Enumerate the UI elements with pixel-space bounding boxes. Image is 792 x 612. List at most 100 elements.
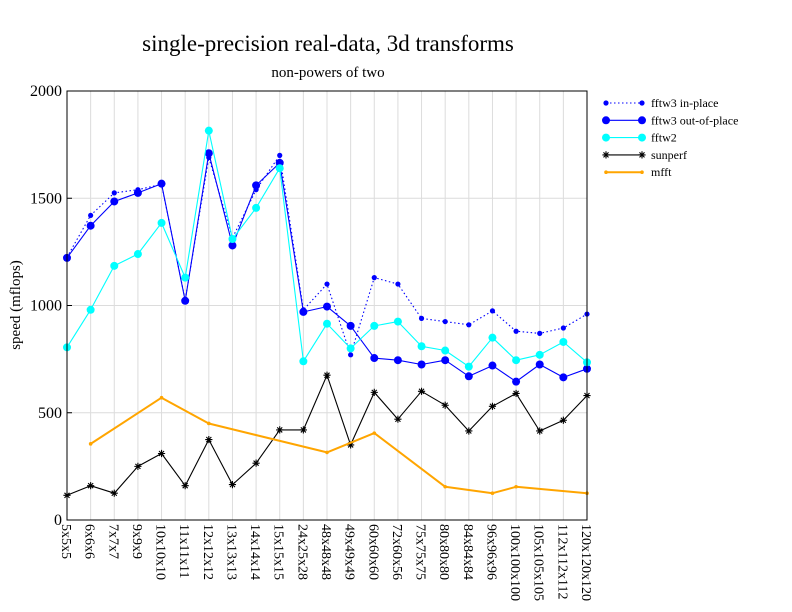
- data-point: [372, 431, 377, 435]
- data-point: [299, 426, 307, 434]
- data-point: [228, 481, 237, 489]
- x-tick-label: 11x11x11: [176, 524, 191, 578]
- data-point: [323, 319, 331, 328]
- data-point: [536, 427, 544, 435]
- legend-marker: [638, 133, 646, 142]
- legend: fftw3 in-place fftw3 out-of-place fftw2 sun…: [602, 96, 738, 179]
- legend-marker: [602, 151, 610, 159]
- data-point: [86, 305, 95, 314]
- legend-item: sunperf: [602, 148, 687, 162]
- data-point: [559, 373, 568, 382]
- data-point: [513, 328, 519, 334]
- x-tick-label: 112x112x112: [554, 524, 569, 599]
- legend-item: fftw3 out-of-place: [602, 113, 738, 127]
- data-point: [159, 395, 164, 400]
- data-point: [370, 388, 378, 396]
- y-tick-label: 1000: [30, 298, 62, 315]
- x-tick-label: 12x12x12: [200, 524, 215, 580]
- data-point: [323, 371, 331, 379]
- data-point: [157, 179, 166, 188]
- x-tick-label: 7x7x7: [105, 524, 120, 559]
- legend-label: fftw3 in-place: [651, 96, 718, 110]
- data-point: [465, 427, 473, 435]
- data-point: [87, 482, 95, 490]
- data-point: [490, 491, 495, 495]
- data-point: [157, 449, 166, 458]
- data-point: [464, 372, 473, 381]
- legend-marker: [640, 170, 644, 174]
- data-point: [133, 250, 142, 259]
- data-point: [393, 317, 402, 326]
- data-point: [488, 402, 497, 410]
- data-point: [181, 273, 190, 282]
- x-tick-label: 120x120x120: [578, 524, 593, 601]
- data-point: [464, 362, 473, 371]
- legend-label: fftw2: [651, 131, 677, 145]
- data-point: [418, 315, 425, 321]
- y-axis-label: speed (mflops): [8, 260, 24, 350]
- x-tick-label: 6x6x6: [82, 524, 97, 559]
- data-point: [324, 281, 330, 287]
- data-point: [204, 149, 213, 158]
- data-point: [443, 484, 447, 489]
- data-point: [512, 356, 521, 365]
- y-ticks: 0 500 1000 1500 2000: [30, 83, 72, 529]
- data-point: [88, 212, 94, 219]
- data-point: [323, 302, 331, 311]
- x-tick-label: 24x25x28: [294, 524, 309, 580]
- legend-item: mfft: [604, 165, 672, 179]
- data-point: [560, 325, 566, 331]
- legend-label: fftw3 out-of-place: [651, 113, 738, 127]
- y-tick-label: 0: [54, 512, 62, 529]
- legend-marker: [639, 100, 645, 106]
- x-tick-label: 105x105x105: [531, 524, 546, 601]
- data-point: [441, 346, 450, 355]
- data-point: [277, 152, 283, 158]
- data-point: [395, 281, 401, 287]
- data-point: [347, 441, 355, 449]
- data-point: [346, 321, 355, 330]
- series-mfft: [88, 395, 589, 495]
- series-fftw2: [63, 126, 591, 371]
- data-point: [346, 344, 355, 353]
- data-point: [228, 235, 237, 244]
- data-point: [252, 459, 260, 467]
- x-tick-label: 9x9x9: [129, 524, 144, 559]
- data-point: [466, 322, 472, 328]
- series-line: [90, 396, 588, 495]
- data-point: [133, 188, 142, 197]
- data-point: [394, 415, 402, 423]
- data-point: [228, 241, 237, 250]
- data-point: [252, 181, 261, 190]
- x-tick-label: 75x75x75: [413, 524, 428, 580]
- data-point: [393, 356, 402, 365]
- data-point: [88, 442, 93, 446]
- data-point: [535, 360, 544, 369]
- data-point: [442, 318, 448, 325]
- x-tick-label: 48x48x48: [318, 524, 333, 580]
- x-tick-label: 49x49x49: [342, 524, 357, 580]
- data-point: [110, 489, 118, 497]
- data-point: [370, 354, 379, 363]
- data-point: [110, 261, 119, 270]
- data-point: [204, 126, 213, 135]
- legend-marker: [603, 100, 609, 106]
- legend-marker: [638, 151, 646, 159]
- data-point: [488, 333, 497, 342]
- series-line: [66, 154, 588, 356]
- x-tick-label: 10x10x10: [153, 524, 168, 580]
- data-point: [86, 221, 95, 230]
- data-point: [205, 435, 213, 444]
- data-point: [181, 296, 190, 305]
- data-point: [110, 197, 119, 206]
- data-point: [299, 357, 308, 366]
- data-point: [157, 218, 166, 227]
- x-tick-label: 5x5x5: [58, 524, 73, 559]
- data-point: [207, 421, 211, 426]
- legend-marker: [638, 116, 646, 125]
- legend-marker: [602, 133, 610, 142]
- data-point: [276, 426, 284, 434]
- data-point: [417, 387, 426, 395]
- x-tick-label: 14x14x14: [247, 524, 262, 580]
- data-point: [299, 307, 308, 316]
